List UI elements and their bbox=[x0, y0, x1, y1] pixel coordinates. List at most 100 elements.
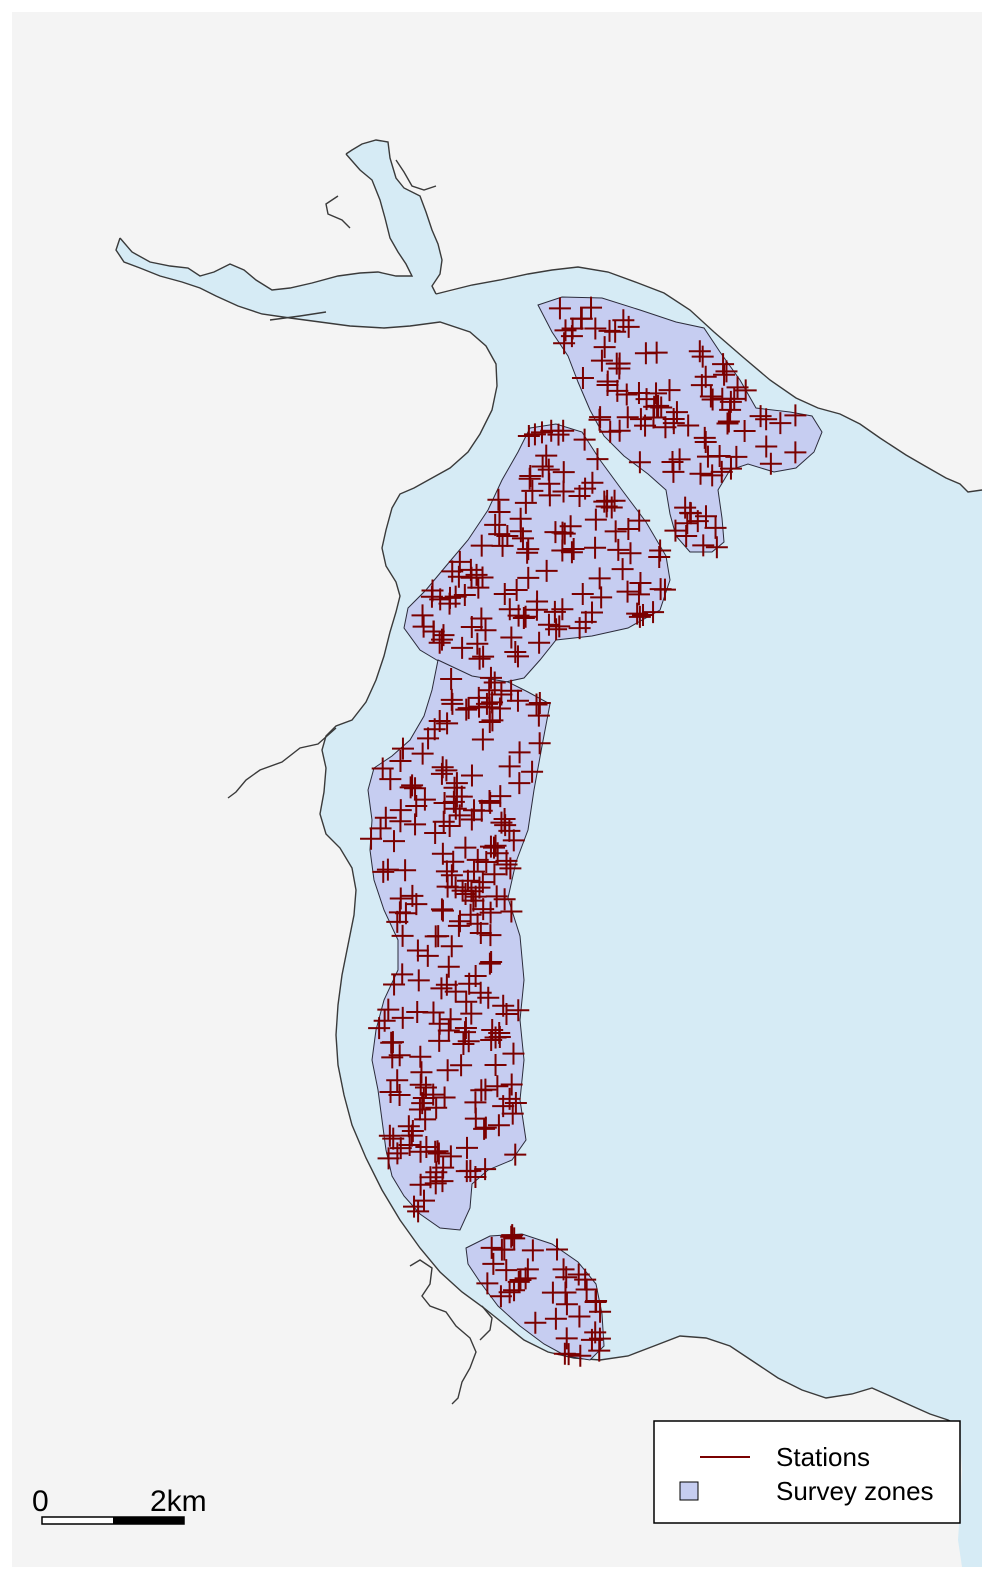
station-marker bbox=[454, 1021, 477, 1044]
station-marker bbox=[411, 604, 434, 627]
station-marker bbox=[605, 352, 628, 375]
station-marker bbox=[531, 455, 554, 478]
station-marker bbox=[440, 688, 463, 711]
station-marker bbox=[664, 519, 687, 542]
station-marker bbox=[381, 1031, 404, 1054]
station-marker bbox=[517, 425, 540, 448]
station-marker bbox=[409, 1045, 432, 1068]
station-marker bbox=[484, 1053, 507, 1076]
station-marker bbox=[645, 382, 668, 405]
scale-bar-dark-segment bbox=[113, 1517, 184, 1524]
station-marker bbox=[717, 410, 740, 433]
station-marker bbox=[482, 1252, 505, 1275]
station-marker bbox=[406, 1000, 429, 1023]
station-marker bbox=[552, 480, 575, 503]
station-marker bbox=[616, 406, 639, 429]
station-marker bbox=[553, 522, 576, 545]
station-marker bbox=[480, 1236, 503, 1259]
station-marker bbox=[557, 1343, 580, 1366]
station-marker bbox=[440, 667, 463, 690]
station-marker bbox=[454, 882, 477, 905]
station-marker bbox=[442, 850, 465, 873]
station-marker bbox=[540, 419, 563, 442]
station-marker bbox=[607, 538, 630, 561]
station-marker bbox=[755, 435, 778, 458]
station-marker bbox=[430, 977, 453, 1000]
station-marker bbox=[471, 566, 494, 589]
station-marker bbox=[632, 604, 655, 627]
coastline bbox=[115, 139, 983, 1425]
station-marker bbox=[514, 491, 537, 514]
station-marker bbox=[676, 512, 699, 535]
station-marker bbox=[507, 999, 530, 1022]
station-marker bbox=[466, 632, 489, 655]
station-marker bbox=[647, 394, 670, 417]
station-marker bbox=[487, 488, 510, 511]
station-marker bbox=[504, 641, 527, 663]
station-marker bbox=[517, 538, 540, 561]
station-marker bbox=[386, 910, 409, 933]
station-marker bbox=[567, 1263, 590, 1286]
station-marker bbox=[719, 390, 742, 413]
station-marker bbox=[586, 448, 609, 471]
station-marker bbox=[507, 604, 530, 627]
station-marker bbox=[428, 1029, 451, 1052]
station-marker bbox=[505, 579, 528, 602]
station-marker bbox=[555, 1327, 578, 1350]
station-marker bbox=[502, 829, 525, 852]
station-marker bbox=[386, 1069, 409, 1092]
station-marker bbox=[404, 777, 427, 800]
station-marker bbox=[677, 414, 700, 437]
station-marker bbox=[405, 893, 428, 916]
station-marker bbox=[568, 617, 591, 640]
station-marker bbox=[460, 808, 483, 831]
station-marker bbox=[479, 666, 502, 689]
station-marker bbox=[593, 336, 616, 359]
station-marker bbox=[436, 712, 459, 735]
station-marker bbox=[468, 647, 491, 670]
station-marker bbox=[462, 860, 485, 883]
station-marker bbox=[611, 558, 634, 581]
station-marker bbox=[544, 1307, 567, 1330]
station-marker bbox=[439, 1145, 462, 1168]
station-marker bbox=[509, 1268, 532, 1291]
station-marker bbox=[506, 689, 529, 712]
station-marker bbox=[451, 636, 474, 659]
station-marker bbox=[495, 853, 518, 876]
station-marker bbox=[588, 408, 611, 431]
station-marker bbox=[769, 412, 792, 435]
station-marker bbox=[552, 1258, 575, 1281]
station-marker bbox=[599, 420, 622, 443]
station-marker bbox=[419, 1166, 442, 1189]
station-marker bbox=[447, 565, 470, 588]
station-marker bbox=[612, 309, 635, 332]
station-marker bbox=[686, 510, 709, 533]
station-marker bbox=[653, 578, 676, 601]
station-marker bbox=[733, 420, 756, 443]
station-marker bbox=[460, 615, 483, 638]
station-marker bbox=[465, 563, 488, 586]
station-marker bbox=[480, 1028, 503, 1051]
station-marker bbox=[507, 1270, 530, 1293]
station-marker bbox=[502, 1042, 525, 1065]
station-marker bbox=[537, 613, 560, 636]
station-marker bbox=[616, 580, 639, 603]
station-marker bbox=[470, 534, 493, 557]
station-marker bbox=[424, 822, 447, 845]
station-marker bbox=[388, 1044, 411, 1067]
station-marker bbox=[360, 827, 383, 850]
station-marker bbox=[661, 450, 684, 473]
station-marker bbox=[606, 379, 629, 402]
station-marker bbox=[464, 885, 487, 908]
station-marker bbox=[699, 385, 722, 408]
station-marker bbox=[424, 925, 447, 948]
station-marker bbox=[472, 898, 495, 921]
station-marker bbox=[408, 1098, 431, 1121]
station-marker bbox=[469, 922, 492, 945]
station-marker bbox=[526, 590, 549, 613]
station-marker bbox=[498, 1087, 521, 1110]
station-marker bbox=[694, 430, 717, 453]
station-marker bbox=[480, 951, 503, 974]
station-marker bbox=[425, 1096, 448, 1119]
station-marker bbox=[424, 1172, 447, 1195]
